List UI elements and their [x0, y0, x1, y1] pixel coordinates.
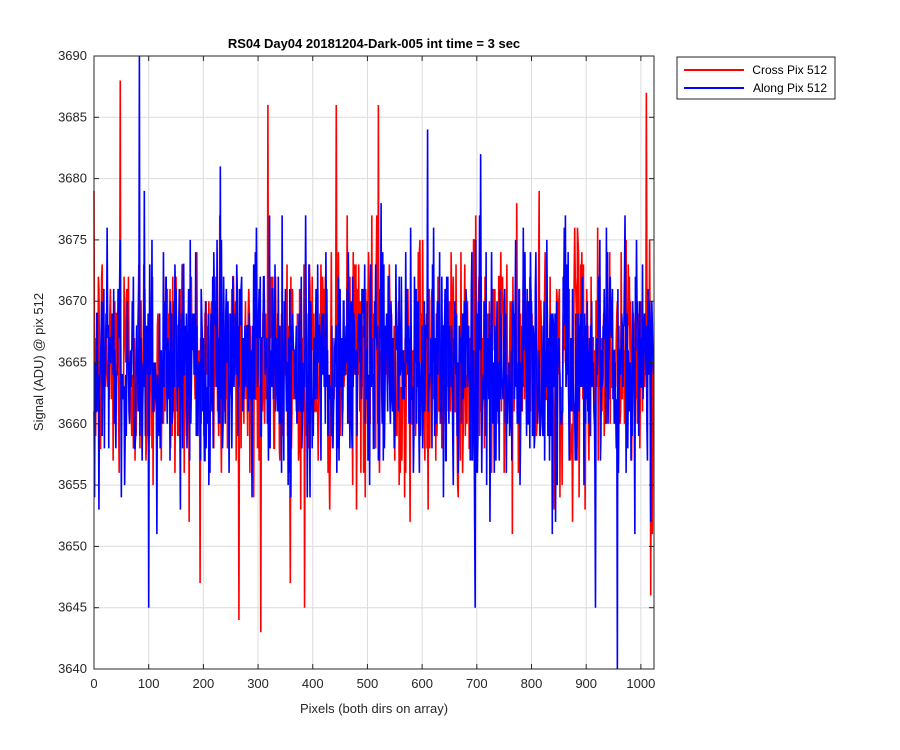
y-tick-label: 3675: [58, 232, 87, 247]
y-axis-ticks: 3640 3645 3650 3655 3660 3665 3670 3675 3680 3685…: [58, 48, 654, 676]
y-tick-label: 3640: [58, 661, 87, 676]
legend: Cross Pix 512 Along Pix 512: [676, 56, 836, 100]
legend-label-cross: Cross Pix 512: [752, 63, 827, 77]
x-tick-label: 700: [466, 676, 488, 691]
x-tick-label: 100: [138, 676, 160, 691]
legend-box: [676, 56, 836, 100]
y-tick-label: 3680: [58, 171, 87, 186]
x-tick-label: 200: [193, 676, 215, 691]
x-tick-label: 1000: [626, 676, 655, 691]
x-tick-label: 300: [247, 676, 269, 691]
x-tick-label: 0: [90, 676, 97, 691]
y-axis-label: Signal (ADU) @ pix 512: [31, 293, 46, 431]
chart-title: RS04 Day04 20181204-Dark-005 int time = …: [228, 36, 520, 51]
y-tick-label: 3690: [58, 48, 87, 63]
y-tick-label: 3650: [58, 538, 87, 553]
y-tick-label: 3665: [58, 355, 87, 370]
x-tick-label: 500: [357, 676, 379, 691]
y-tick-label: 3645: [58, 600, 87, 615]
x-axis-label: Pixels (both dirs on array): [300, 701, 448, 716]
y-tick-label: 3670: [58, 293, 87, 308]
y-tick-label: 3685: [58, 109, 87, 124]
y-tick-label: 3660: [58, 416, 87, 431]
series-line-along-pix-512: [93, 55, 655, 670]
x-tick-label: 400: [302, 676, 324, 691]
y-tick-label: 3655: [58, 477, 87, 492]
plot-area: [93, 55, 655, 670]
x-axis-ticks: 0 100 200 300 400 500 600 700 800 900 1000: [90, 56, 655, 691]
x-tick-label: 600: [411, 676, 433, 691]
x-tick-label: 900: [575, 676, 597, 691]
legend-label-along: Along Pix 512: [753, 81, 827, 95]
x-tick-label: 800: [521, 676, 543, 691]
